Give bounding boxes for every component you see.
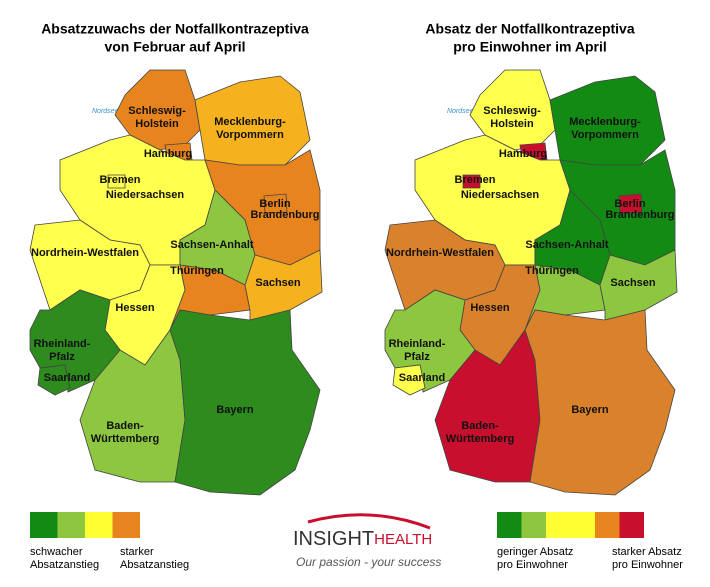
map: Absatz der Notfallkontrazeptiva pro Einwo… (384, 21, 683, 571)
map: Absatzzuwachs der Notfallkontrazeptiva vo… (29, 21, 323, 571)
state-label: Bremen (100, 174, 141, 186)
state-label: Hessen (470, 302, 509, 314)
state-label: Württemberg (91, 433, 159, 445)
state-label: Saarland (399, 372, 445, 384)
logo-slogan: Our passion - your success (296, 555, 441, 569)
map-title: pro Einwohner im April (453, 39, 607, 55)
state-label: Berlin (259, 198, 290, 210)
state-label: Hamburg (499, 148, 547, 160)
state-label: Brandenburg (605, 209, 674, 221)
logo-swoosh (307, 513, 431, 530)
map-title: Absatz der Notfallkontrazeptiva (425, 21, 634, 37)
state-label: Thüringen (525, 265, 579, 277)
map-title: von Februar auf April (104, 39, 245, 55)
state (263, 193, 288, 214)
legend-label: schwacher (30, 546, 83, 558)
state-label: Mecklenburg- (214, 116, 286, 128)
state-label: Vorpommern (216, 129, 284, 141)
legend-label: pro Einwohner (612, 559, 683, 571)
logo-brand: INSIGHTHEALTH (293, 528, 432, 550)
state (114, 69, 201, 151)
state-label: Vorpommern (571, 129, 639, 141)
legend-swatch (570, 512, 595, 538)
legend-label: Absatzanstieg (120, 559, 189, 571)
legend-swatch (85, 512, 113, 538)
legend-swatch (112, 512, 140, 538)
state-label: Schleswig- (483, 105, 541, 117)
state-label: Niedersachsen (461, 189, 540, 201)
state-label: Bayern (216, 404, 254, 416)
legend-label: pro Einwohner (497, 559, 568, 571)
logo-brand-a: INSIGHT (293, 528, 374, 550)
state (599, 249, 678, 321)
legend-label: geringer Absatz (497, 546, 573, 558)
state-label: Sachsen-Anhalt (170, 239, 253, 251)
legend-swatch (619, 512, 644, 538)
state-label: Niedersachsen (106, 189, 185, 201)
state (107, 174, 126, 189)
state-label: Württemberg (446, 433, 514, 445)
state-label: Sachsen (610, 277, 656, 289)
state-label: Nordrhein-Westfalen (386, 247, 494, 259)
logo-brand-b: HEALTH (374, 531, 432, 548)
state (392, 364, 426, 396)
state-label: Mecklenburg- (569, 116, 641, 128)
state-label: Saarland (44, 372, 90, 384)
state-label: Bremen (455, 174, 496, 186)
state-label: Sachsen (255, 277, 301, 289)
state-label: Holstein (135, 118, 179, 130)
state-label: Schleswig- (128, 105, 186, 117)
legend-swatch (57, 512, 85, 538)
state (37, 364, 71, 396)
sea-label: Nordsee (447, 108, 474, 115)
state-label: Brandenburg (250, 209, 319, 221)
state-label: Nordrhein-Westfalen (31, 247, 139, 259)
state-label: Rheinland- (34, 338, 91, 350)
state (194, 75, 311, 166)
legend-label: Absatzanstieg (30, 559, 99, 571)
state-label: Holstein (490, 118, 534, 130)
legend-swatch (595, 512, 620, 538)
legend-label: starker (120, 546, 154, 558)
state-label: Pfalz (49, 351, 75, 363)
legend-swatch (521, 512, 546, 538)
state-label: Berlin (614, 198, 645, 210)
state (462, 174, 481, 189)
state (618, 193, 643, 214)
legend-swatch (546, 512, 571, 538)
state (524, 309, 676, 496)
state (244, 249, 323, 321)
legend-swatch (497, 512, 522, 538)
state-label: Sachsen-Anhalt (525, 239, 608, 251)
legend-label: starker Absatz (612, 546, 682, 558)
state (549, 75, 666, 166)
state-label: Hessen (115, 302, 154, 314)
state-label: Bayern (571, 404, 609, 416)
state-label: Baden- (461, 420, 499, 432)
state (469, 69, 556, 151)
map-title: Absatzzuwachs der Notfallkontrazeptiva (41, 21, 309, 37)
state-label: Rheinland- (389, 338, 446, 350)
legend-swatch (30, 512, 58, 538)
state (169, 309, 321, 496)
state-label: Hamburg (144, 148, 192, 160)
state-label: Baden- (106, 420, 144, 432)
sea-label: Nordsee (92, 108, 119, 115)
state-label: Thüringen (170, 265, 224, 277)
state-label: Pfalz (404, 351, 430, 363)
